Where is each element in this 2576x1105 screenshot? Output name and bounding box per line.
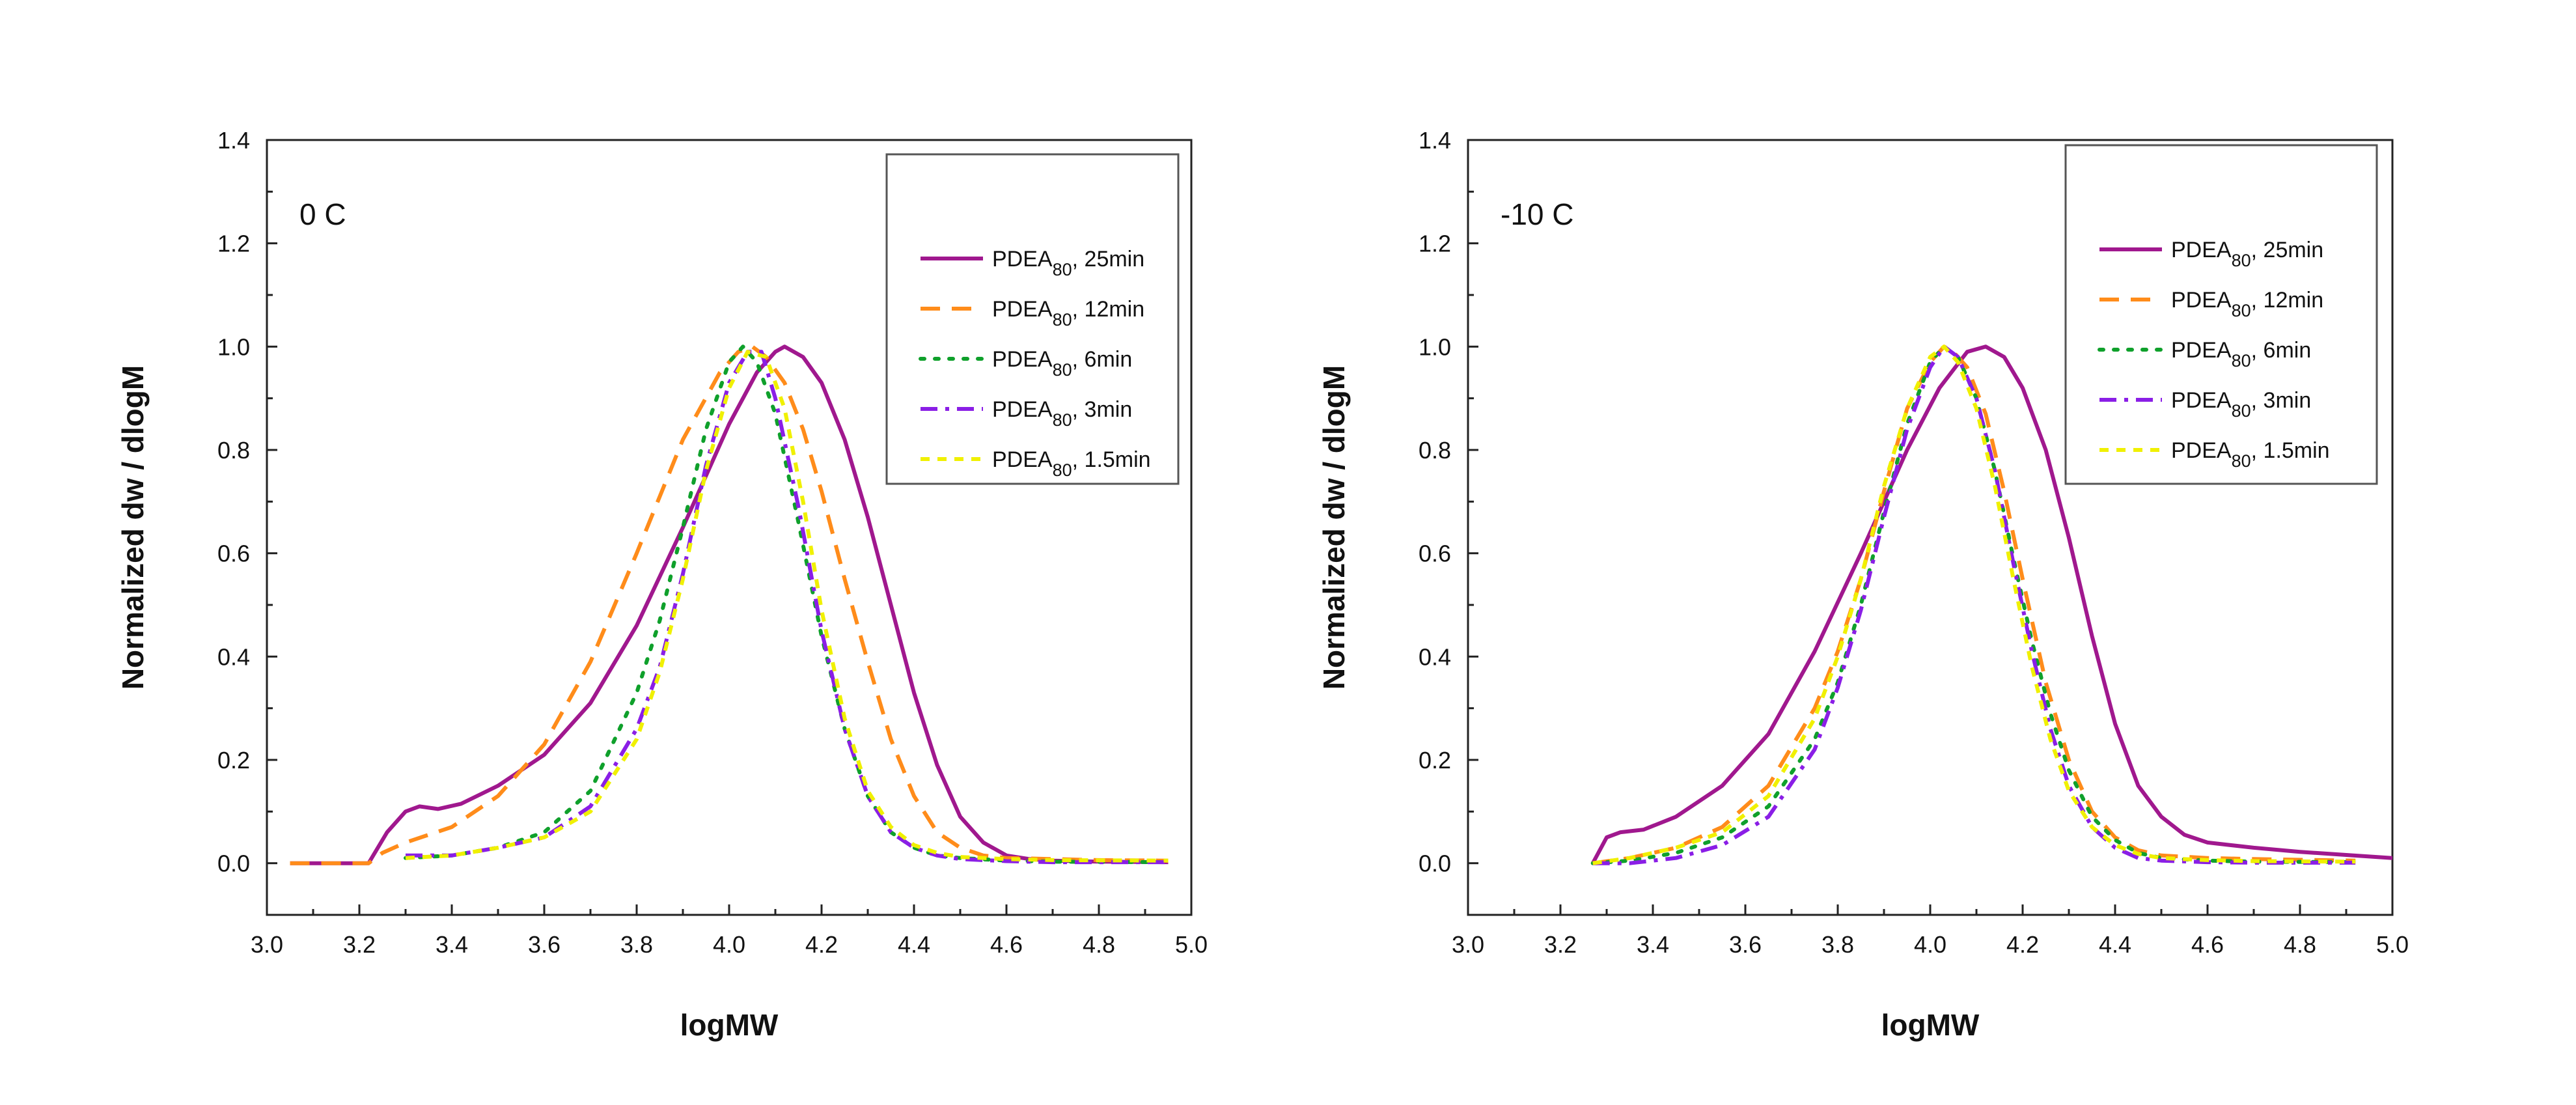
legend-entry: PDEA80, 1.5min xyxy=(2171,438,2330,471)
series-line xyxy=(406,350,1169,865)
x-tick-label: 4.6 xyxy=(990,931,1023,958)
y-tick-label: 0.8 xyxy=(217,437,250,464)
legend-entry: PDEA80, 12min xyxy=(2171,288,2323,320)
legend-entry-tail: , 3min xyxy=(1072,397,1133,422)
x-tick-label: 4.2 xyxy=(2006,931,2039,958)
panel-label: -10 C xyxy=(1501,197,1573,231)
legend-entry-main: PDEA xyxy=(992,447,1053,472)
chart-0-c: 3.0 3.2 3.4 3.6 3.8 4.0 4.2 4.4 4.6 4.8 5.0 0.0 0.2 0… xyxy=(116,127,1208,1042)
panel-label: 0 C xyxy=(299,197,346,231)
x-tick-label: 4.0 xyxy=(1914,931,1946,958)
legend-entry-subscript: 80 xyxy=(2232,351,2251,371)
series-line xyxy=(405,350,1169,863)
legend-entry-tail: , 1.5min xyxy=(2251,438,2330,463)
series-line xyxy=(1591,344,2392,865)
series-line xyxy=(1592,344,2356,865)
legend-entry-tail: , 25min xyxy=(2251,238,2324,262)
x-axis-title: logMW xyxy=(680,1008,779,1042)
legend-entry-subscript: 80 xyxy=(1053,460,1072,480)
series-line xyxy=(1592,344,2356,865)
legend-entry-subscript: 80 xyxy=(1053,360,1072,380)
legend-entry-main: PDEA xyxy=(2171,438,2232,463)
legend-entry: PDEA80, 3min xyxy=(2171,388,2311,421)
series-line xyxy=(1590,344,2358,865)
y-tick-label: 1.2 xyxy=(217,231,250,257)
x-tick-label: 3.2 xyxy=(1544,931,1577,958)
x-tick-label: 3.6 xyxy=(528,931,561,958)
y-tick-label: 1.4 xyxy=(217,127,250,154)
x-tick-label: 3.4 xyxy=(1637,931,1669,958)
x-tick-label: 3.8 xyxy=(1821,931,1854,958)
y-tick-label: 0.0 xyxy=(1419,850,1451,877)
y-tick-label: 1.0 xyxy=(1419,333,1451,360)
legend-entry-main: PDEA xyxy=(992,297,1053,322)
legend-entry: PDEA80, 12min xyxy=(992,297,1144,329)
legend-entry-main: PDEA xyxy=(992,247,1053,272)
legend-entry: PDEA80, 1.5min xyxy=(992,447,1151,480)
x-tick-label: 5.0 xyxy=(2376,931,2409,958)
y-tick-label: 1.2 xyxy=(1419,231,1451,257)
legend-entry-tail: , 1.5min xyxy=(1072,447,1151,472)
x-tick-label: 3.6 xyxy=(1729,931,1762,958)
x-tick-label: 4.4 xyxy=(2099,931,2131,958)
x-tick-label: 4.6 xyxy=(2191,931,2224,958)
legend-entry-main: PDEA xyxy=(992,397,1053,422)
chart-minus-10-c: 3.0 3.2 3.4 3.6 3.8 4.0 4.2 4.4 4.6 4.8 5.0 0.0 0.2 0… xyxy=(1317,127,2409,1042)
y-tick-label: 0.6 xyxy=(1419,540,1451,567)
x-tick-label: 3.4 xyxy=(436,931,468,958)
legend-box xyxy=(2064,144,2378,485)
legend-box xyxy=(885,153,1180,485)
x-tick-label: 3.8 xyxy=(620,931,653,958)
legend-entry-main: PDEA xyxy=(992,347,1053,372)
series-group xyxy=(1590,344,2392,865)
y-axis-title: Normalized dw / dlogM xyxy=(1317,365,1351,690)
legend-entry-subscript: 80 xyxy=(2232,451,2251,471)
legend-entry: PDEA80, 3min xyxy=(992,397,1132,430)
y-tick-label: 0.8 xyxy=(1419,437,1451,464)
legend-entry-main: PDEA xyxy=(2171,288,2232,313)
series-line xyxy=(290,344,1169,865)
y-tick-label: 1.4 xyxy=(1419,127,1451,154)
x-tick-label: 4.8 xyxy=(2284,931,2316,958)
y-tick-label: 0.2 xyxy=(1419,747,1451,774)
legend-entry: PDEA80, 6min xyxy=(2171,338,2311,371)
x-tick-label: 3.0 xyxy=(251,931,283,958)
legend-entry-main: PDEA xyxy=(2171,338,2232,363)
legend-entry-tail: , 25min xyxy=(1072,247,1145,272)
legend-entry-tail: , 6min xyxy=(1072,347,1133,372)
legend-entry-main: PDEA xyxy=(2171,238,2232,262)
legend-entry-tail: , 12min xyxy=(2251,288,2324,313)
series-line xyxy=(290,344,1169,865)
x-tick-label: 3.2 xyxy=(343,931,376,958)
y-tick-label: 1.0 xyxy=(217,333,250,360)
series-group xyxy=(290,344,1170,865)
y-tick-label: 0.2 xyxy=(217,747,250,774)
legend-entry-tail: , 12min xyxy=(1072,297,1145,322)
legend-entry-tail: , 3min xyxy=(2251,388,2312,413)
y-tick-label: 0.4 xyxy=(1419,643,1451,670)
x-tick-label: 5.0 xyxy=(1175,931,1208,958)
legend-entry-tail: , 6min xyxy=(2251,338,2312,363)
legend-entry-subscript: 80 xyxy=(1053,260,1072,279)
x-tick-label: 4.2 xyxy=(805,931,838,958)
y-axis-title: Normalized dw / dlogM xyxy=(116,365,150,690)
x-tick-label: 4.0 xyxy=(713,931,745,958)
x-tick-label: 4.4 xyxy=(898,931,930,958)
x-tick-label: 3.0 xyxy=(1452,931,1484,958)
legend-entry-subscript: 80 xyxy=(1053,410,1072,430)
legend-entry-subscript: 80 xyxy=(2232,401,2251,421)
x-axis-title: logMW xyxy=(1881,1008,1980,1042)
legend-entry-main: PDEA xyxy=(2171,388,2232,413)
y-tick-label: 0.0 xyxy=(217,850,250,877)
legend-entry: PDEA80, 25min xyxy=(2171,238,2323,270)
legend-entry-subscript: 80 xyxy=(2232,301,2251,320)
x-tick-label: 4.8 xyxy=(1083,931,1115,958)
y-tick-label: 0.4 xyxy=(217,643,250,670)
legend-entry-subscript: 80 xyxy=(1053,310,1072,329)
legend-entry: PDEA80, 6min xyxy=(992,347,1132,380)
legend-entry-subscript: 80 xyxy=(2232,251,2251,270)
y-tick-label: 0.6 xyxy=(217,540,250,567)
legend-entry: PDEA80, 25min xyxy=(992,247,1144,279)
